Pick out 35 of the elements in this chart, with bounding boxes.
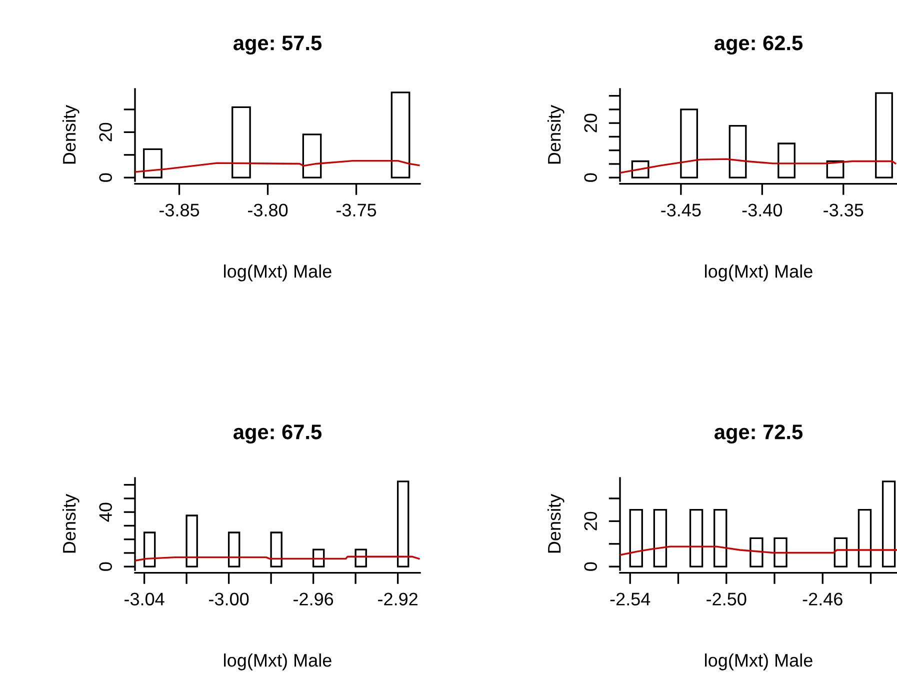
x-tick-label: -3.04 [124, 592, 164, 606]
x-tick-label: -2.96 [294, 592, 334, 606]
chart-title: age: 57.5 [234, 36, 322, 55]
x-tick-label: -3.00 [209, 592, 249, 606]
y-axis-title: Density [547, 494, 564, 553]
y-tick-label: 20 [584, 114, 597, 132]
x-tick-label: -2.50 [706, 592, 746, 606]
x-tick-label: -3.75 [336, 204, 376, 216]
y-tick-label: 0 [99, 173, 112, 182]
x-tick-label: -3.35 [824, 204, 864, 216]
chart-title: age: 67.5 [234, 424, 322, 444]
x-tick-label: -3.40 [742, 204, 782, 216]
x-axis-title: log(Mxt) Male [224, 264, 332, 282]
chart-title: age: 62.5 [714, 36, 803, 55]
x-axis-title: log(Mxt) Male [705, 654, 812, 670]
y-tick-label: 20 [99, 122, 112, 142]
y-tick-label: 0 [99, 562, 112, 571]
y-tick-label: 0 [584, 173, 597, 182]
x-tick-label: -2.92 [378, 592, 418, 606]
x-tick-label: -3.45 [661, 204, 701, 216]
x-tick-label: -3.85 [159, 204, 200, 216]
y-tick-label: 0 [584, 562, 597, 571]
line-series [620, 546, 897, 556]
y-axis-title: Density [62, 494, 80, 553]
y-tick-label: 20 [584, 512, 597, 530]
y-axis-title: Density [547, 104, 564, 164]
chart-title: age: 72.5 [714, 424, 803, 444]
x-tick-label: -2.46 [802, 592, 842, 606]
x-tick-label: -3.80 [248, 204, 288, 216]
x-axis-title: log(Mxt) Male [705, 264, 812, 282]
line-series [135, 160, 420, 173]
x-tick-label: -2.54 [610, 592, 650, 606]
y-axis-title: Density [62, 104, 80, 164]
y-tick-label: 40 [99, 502, 112, 522]
x-axis-title: log(Mxt) Male [224, 654, 332, 670]
